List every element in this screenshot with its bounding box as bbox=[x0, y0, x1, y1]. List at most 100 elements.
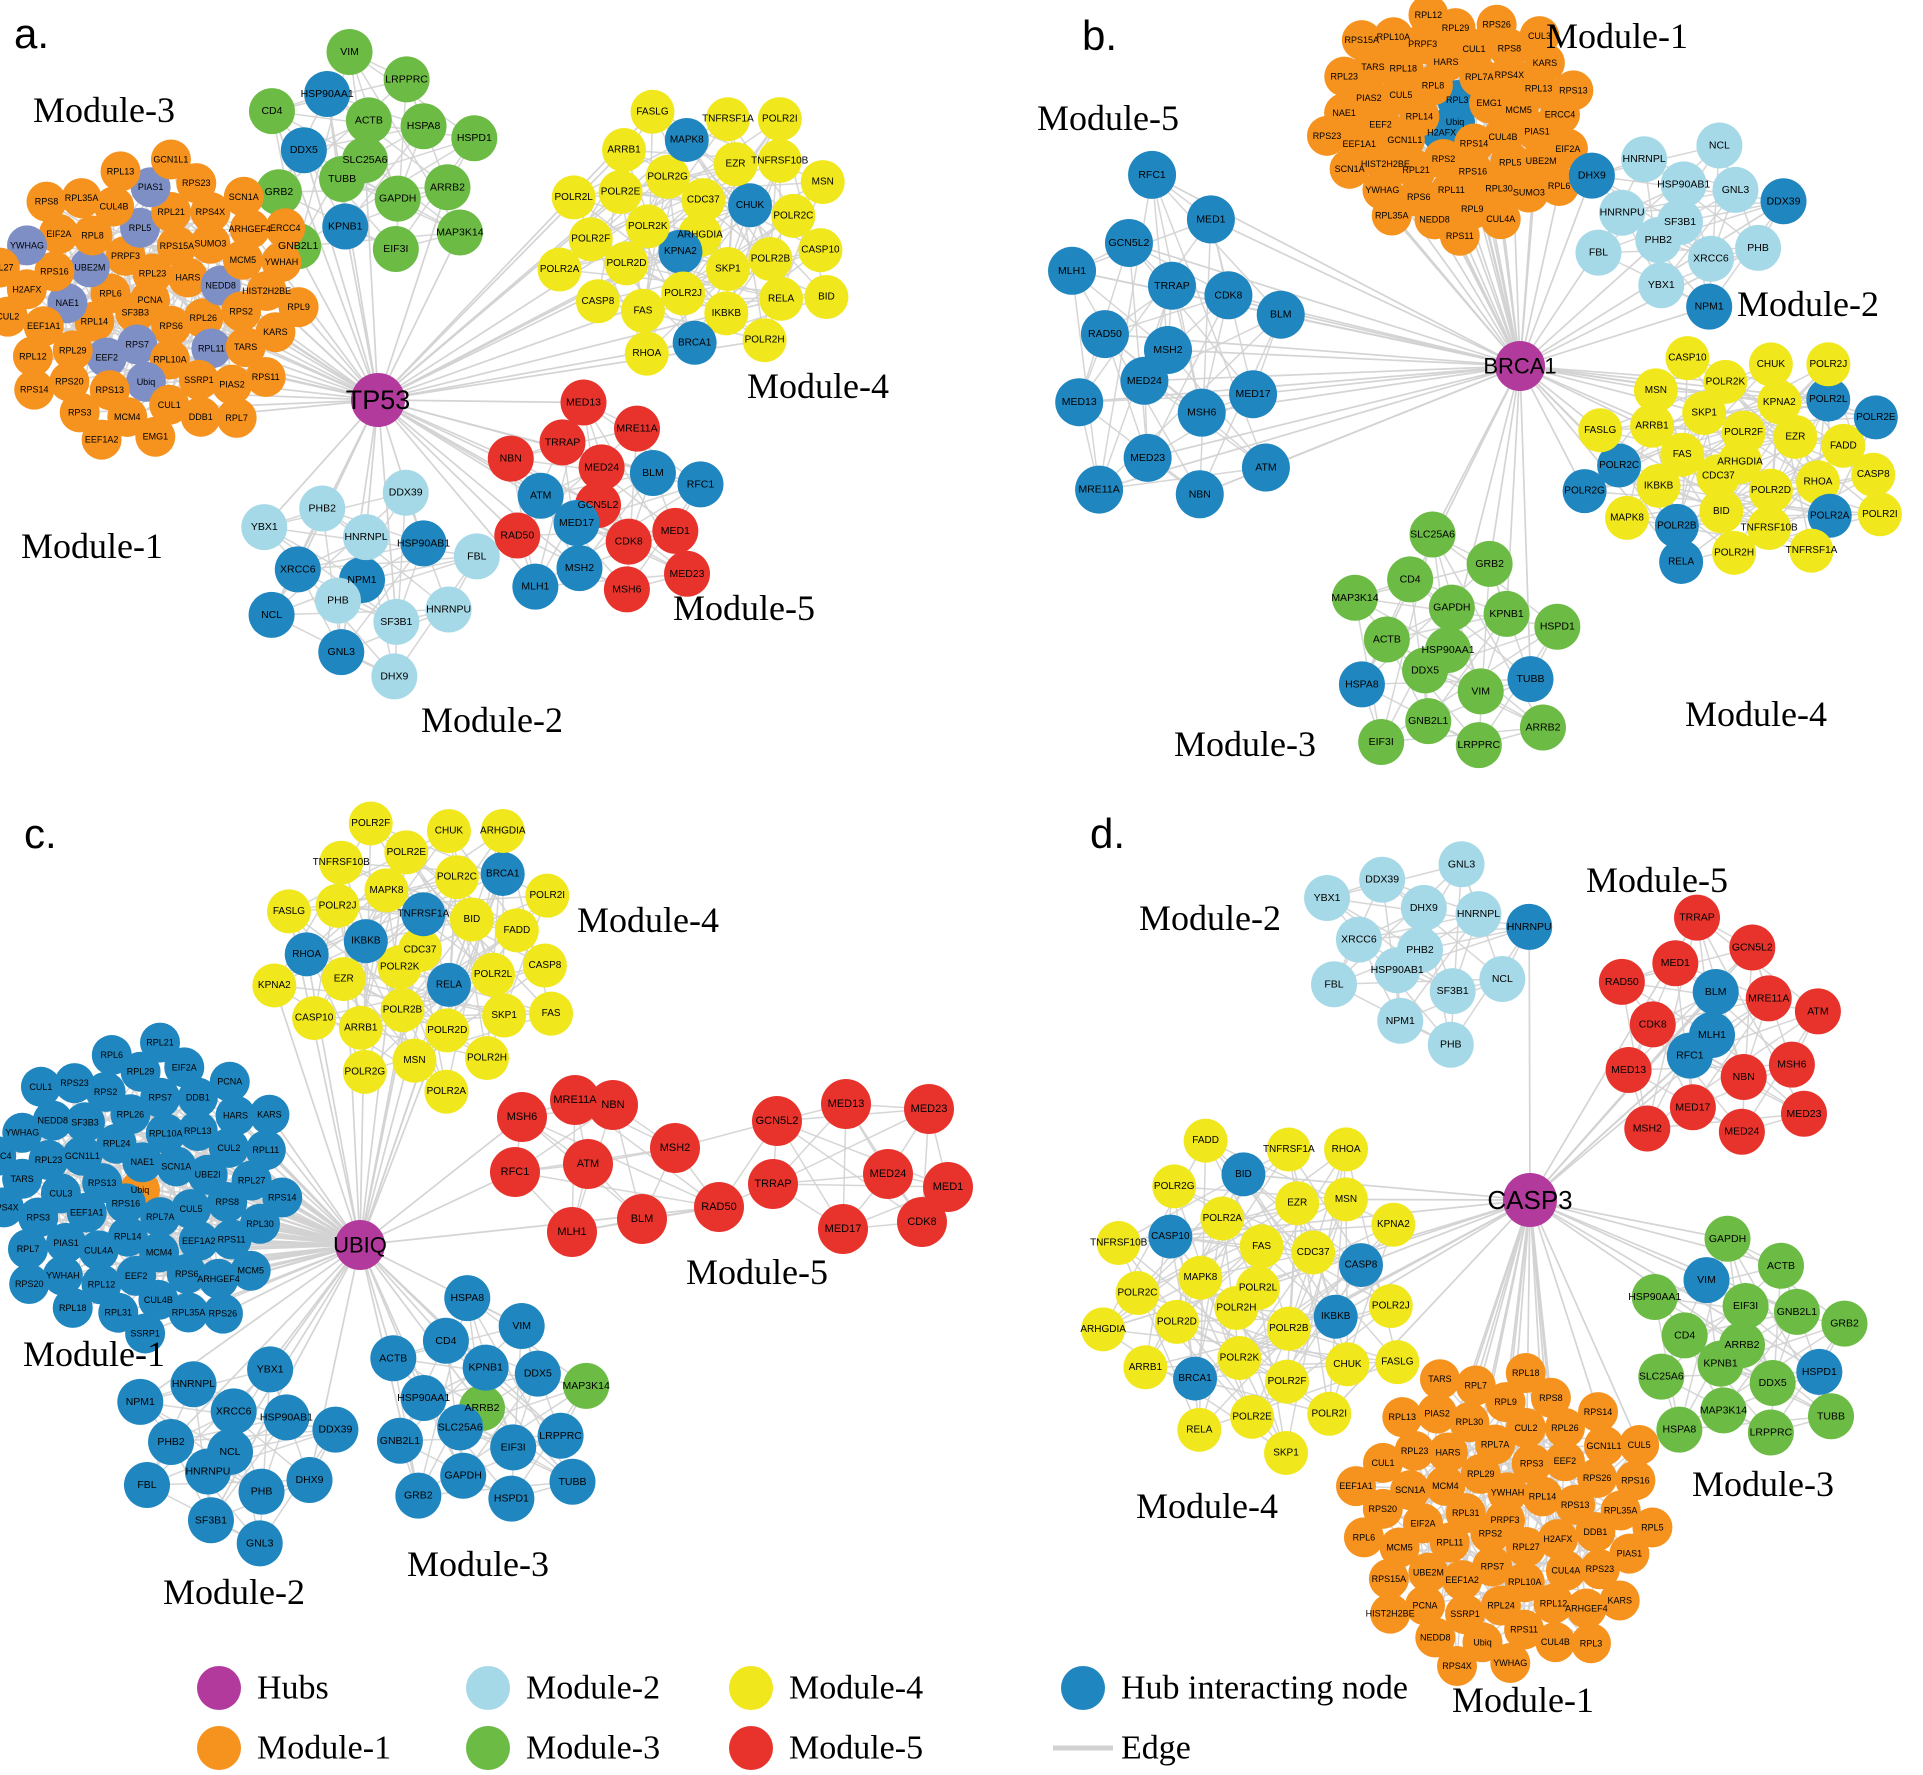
hub-edge bbox=[1147, 365, 1521, 459]
node-HARS bbox=[167, 257, 208, 298]
node-FADD bbox=[1183, 1118, 1228, 1163]
node-POLR2A bbox=[1807, 493, 1852, 538]
node-RPS15A bbox=[1368, 1558, 1409, 1599]
edge bbox=[1194, 1218, 1224, 1379]
node-GRB2 bbox=[1821, 1300, 1868, 1347]
node-layer bbox=[0, 0, 1902, 1687]
node-MED23 bbox=[904, 1084, 954, 1134]
node-XRCC6 bbox=[210, 1388, 257, 1435]
module-label: Module-3 bbox=[33, 90, 175, 130]
module-label: Module-1 bbox=[1452, 1680, 1594, 1720]
node-SKP1 bbox=[482, 993, 527, 1038]
node-TNFRSF1A bbox=[401, 892, 446, 937]
node-CASP10 bbox=[798, 228, 843, 273]
node-DDX5 bbox=[514, 1350, 561, 1397]
node-MSN bbox=[1323, 1177, 1368, 1222]
hub-edge bbox=[1335, 1199, 1531, 1318]
node-ERCC4 bbox=[265, 208, 306, 249]
edge bbox=[1660, 1265, 1782, 1378]
node-TUBB bbox=[1808, 1393, 1855, 1440]
node-SCN1A bbox=[1329, 148, 1370, 189]
edge bbox=[521, 1116, 720, 1208]
node-CD4 bbox=[422, 1317, 469, 1364]
node-XRCC6 bbox=[1335, 916, 1382, 963]
module-label: Module-4 bbox=[577, 900, 719, 940]
node-RPL13 bbox=[1382, 1397, 1423, 1438]
node-RPL12 bbox=[1533, 1583, 1574, 1624]
node-RPL27 bbox=[0, 247, 20, 288]
hub-edge bbox=[1529, 1199, 1640, 1446]
edge bbox=[263, 526, 397, 623]
node-SSRP1 bbox=[125, 1313, 166, 1354]
hub-edge bbox=[1528, 926, 1531, 1201]
node-RPS8 bbox=[1530, 1377, 1571, 1418]
node-YBX1 bbox=[241, 504, 288, 551]
hub-edge bbox=[1210, 218, 1521, 367]
node-GRB2 bbox=[1466, 540, 1513, 587]
node-CASP8 bbox=[1338, 1243, 1383, 1288]
node-CUL4B bbox=[1535, 1622, 1576, 1663]
node-CDK8 bbox=[605, 518, 652, 565]
module-label: Module-3 bbox=[407, 1544, 549, 1584]
hub-edge bbox=[1519, 175, 1593, 367]
node-CHUK bbox=[1325, 1342, 1370, 1387]
node-MSN bbox=[392, 1038, 437, 1083]
node-GCN5L2 bbox=[1729, 924, 1776, 971]
node-RPS26 bbox=[202, 1293, 243, 1334]
node-RPS15A bbox=[156, 226, 197, 267]
node-EZR bbox=[713, 142, 758, 187]
node-NBN bbox=[487, 435, 534, 482]
node-RPL27 bbox=[231, 1160, 272, 1201]
node-CDC37 bbox=[1696, 454, 1741, 499]
node-ARRB2 bbox=[424, 164, 471, 211]
node-POLR2K bbox=[1703, 359, 1748, 404]
node-SUMO3 bbox=[1508, 172, 1549, 213]
node-CUL5 bbox=[171, 1189, 212, 1230]
edge bbox=[1326, 897, 1454, 992]
node-FBL bbox=[1575, 229, 1622, 276]
node-RPL35A bbox=[1371, 195, 1412, 236]
node-POLR2D bbox=[1154, 1299, 1199, 1344]
node-BRCA1 bbox=[672, 320, 717, 365]
node-RPL11 bbox=[245, 1130, 286, 1171]
node-HNRNPU bbox=[184, 1448, 231, 1495]
hub-edge bbox=[1265, 365, 1521, 469]
node-RPS6 bbox=[166, 1253, 207, 1294]
edge bbox=[1151, 174, 1169, 351]
node-DDX39 bbox=[312, 1406, 359, 1453]
node-ARRB1 bbox=[338, 1005, 383, 1050]
node-BRCA1 bbox=[480, 851, 525, 896]
node-MAP3K14 bbox=[563, 1362, 610, 1409]
node-POLR2D bbox=[425, 1008, 470, 1053]
legend-marker-module-4 bbox=[729, 1666, 773, 1710]
edge bbox=[1242, 1173, 1337, 1318]
node-EIF2A bbox=[164, 1047, 205, 1088]
node-DHX9 bbox=[1568, 152, 1615, 199]
node-ACTB bbox=[1758, 1242, 1805, 1289]
node-FASLG bbox=[1375, 1340, 1420, 1385]
node-GRB2 bbox=[395, 1472, 442, 1519]
hub-edge bbox=[7, 315, 379, 401]
node-RPS11 bbox=[1504, 1609, 1545, 1650]
node-CHUK bbox=[1748, 342, 1793, 387]
module-label: Module-5 bbox=[1037, 98, 1179, 138]
node-SCN1A bbox=[223, 176, 264, 217]
edge bbox=[393, 492, 407, 677]
node-GCN5L2 bbox=[752, 1096, 802, 1146]
node-MCM5 bbox=[1379, 1527, 1420, 1568]
hub-node-CASP3 bbox=[1503, 1173, 1557, 1227]
node-MCM5 bbox=[230, 1250, 271, 1291]
node-CDC37 bbox=[681, 178, 726, 223]
node-KARS bbox=[249, 1094, 290, 1135]
hub-edge bbox=[303, 149, 379, 401]
node-ARRB1 bbox=[602, 128, 647, 173]
node-RPS3 bbox=[59, 392, 100, 433]
node-IKBKB bbox=[704, 291, 749, 336]
node-LRPPRC bbox=[1455, 722, 1502, 769]
hub-edge bbox=[1280, 313, 1521, 367]
node-RPL13 bbox=[100, 151, 141, 192]
node-MAPK8 bbox=[1178, 1255, 1223, 1300]
node-MSH6 bbox=[497, 1092, 547, 1142]
node-RPL31 bbox=[1445, 1493, 1486, 1534]
node-SSRP1 bbox=[178, 359, 219, 400]
